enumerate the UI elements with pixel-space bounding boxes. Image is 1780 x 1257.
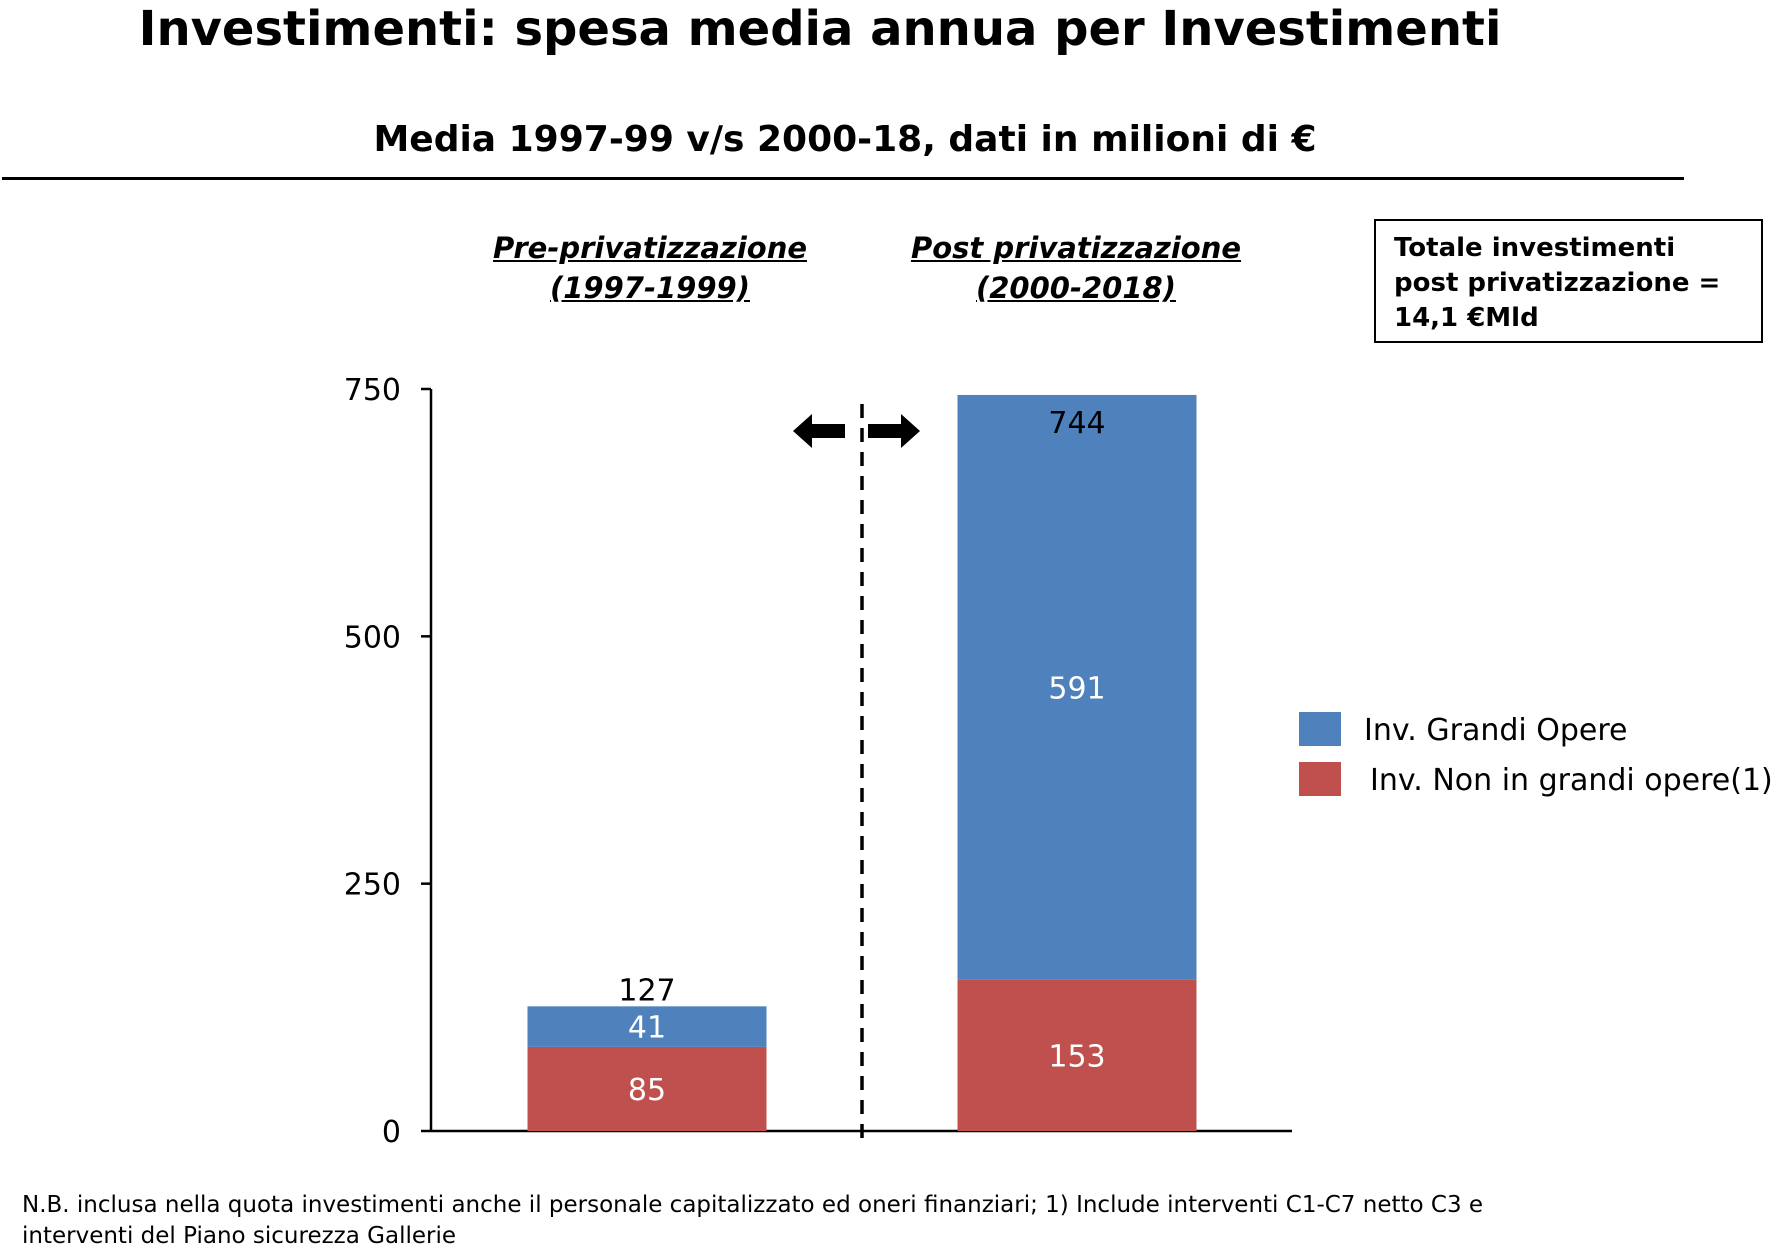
data-label: 85: [628, 1073, 666, 1108]
legend-label: Inv. Non in grandi opere(1): [1370, 763, 1773, 798]
page-title: Investimenti: spesa media annua per Inve…: [138, 1, 1502, 57]
total-label: 127: [618, 973, 675, 1008]
data-label: 591: [1048, 671, 1105, 706]
bar-segment: [957, 394, 1197, 980]
period-label-post-line2: (2000-2018): [976, 271, 1176, 305]
total-label: 744: [1048, 406, 1105, 441]
bar-segment: [957, 979, 1197, 1131]
period-label-post: Post privatizzazione (2000-2018): [866, 228, 1286, 308]
period-label-pre-line1: Pre-privatizzazione: [492, 231, 808, 265]
legend-label: Inv. Grandi Opere: [1364, 713, 1628, 748]
data-label: 41: [628, 1011, 666, 1046]
bar-segment: [527, 1046, 767, 1131]
period-label-pre-line2: (1997-1999): [550, 271, 750, 305]
footnote-line2: interventi del Piano sicurezza Gallerie: [22, 1223, 457, 1249]
data-label: 153: [1048, 1039, 1105, 1074]
total-investments-box: Totale investimenti post privatizzazione…: [1374, 219, 1763, 343]
legend-swatch: [1299, 712, 1341, 746]
y-tick-label: 500: [344, 620, 401, 655]
y-tick-label: 750: [344, 373, 401, 408]
y-tick-label: 0: [382, 1115, 401, 1150]
total-box-line1: Totale investimenti: [1394, 233, 1676, 263]
footnote-line1: N.B. inclusa nella quota investimenti an…: [22, 1192, 1484, 1218]
page-subtitle: Media 1997-99 v/s 2000-18, dati in milio…: [373, 119, 1317, 160]
footnote: N.B. inclusa nella quota investimenti an…: [22, 1190, 1742, 1252]
arrow-left-icon: [793, 414, 845, 448]
period-label-post-line1: Post privatizzazione: [910, 231, 1242, 265]
total-box-line3: 14,1 €Mld: [1394, 303, 1539, 333]
period-label-pre: Pre-privatizzazione (1997-1999): [440, 228, 860, 308]
legend-swatch: [1299, 762, 1341, 796]
y-tick-label: 250: [344, 868, 401, 903]
total-box-line2: post privatizzazione =: [1394, 268, 1721, 298]
arrow-right-icon: [868, 414, 920, 448]
title-divider: [2, 177, 1684, 180]
bar-segment: [527, 1006, 767, 1047]
